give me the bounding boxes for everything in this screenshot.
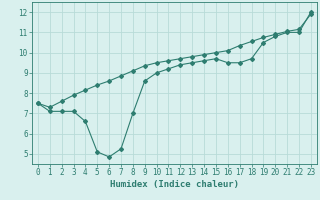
X-axis label: Humidex (Indice chaleur): Humidex (Indice chaleur) — [110, 180, 239, 189]
